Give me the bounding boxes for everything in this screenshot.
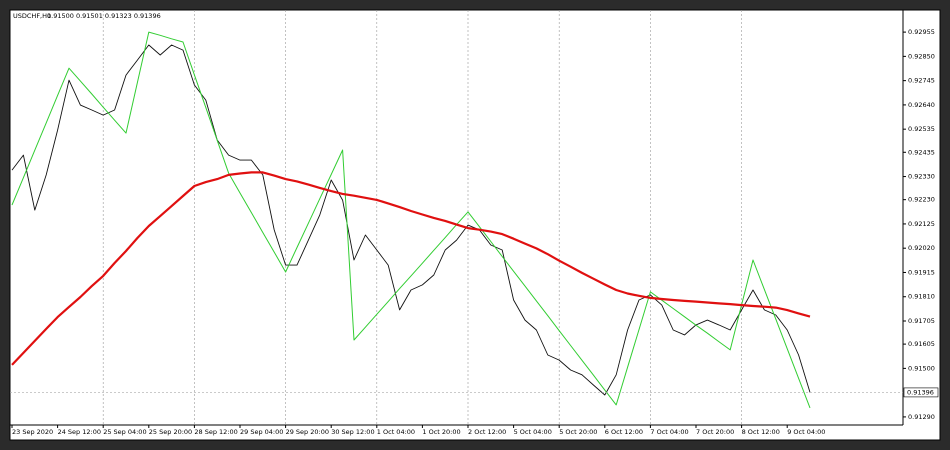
x-tick-label: 25 Sep 20:00 — [149, 428, 192, 436]
y-tick-label: 0.92640 — [908, 101, 935, 109]
x-tick-label: 8 Oct 12:00 — [742, 428, 780, 436]
chart-subtitle: 0.91500 0.91501 0.91323 0.91396 — [47, 12, 161, 20]
y-tick-label: 0.92435 — [908, 148, 935, 156]
x-tick-label: 1 Oct 20:00 — [422, 428, 460, 436]
y-tick-label: 0.91810 — [908, 293, 935, 301]
x-tick-label: 7 Oct 04:00 — [650, 428, 688, 436]
y-tick-label: 0.91705 — [908, 317, 935, 325]
series-line — [11, 171, 811, 366]
price-label: 0.91396 — [907, 388, 934, 396]
y-tick-label: 0.92230 — [908, 196, 935, 204]
y-tick-label: 0.91290 — [908, 413, 935, 421]
x-tick-label: 9 Oct 04:00 — [787, 428, 825, 436]
y-tick-label: 0.92955 — [908, 28, 935, 36]
chart-frame — [9, 9, 941, 441]
y-tick-label: 0.91500 — [908, 364, 935, 372]
y-tick-label: 0.92125 — [908, 220, 935, 228]
y-tick-label: 0.92745 — [908, 77, 935, 85]
y-tick-label: 0.91915 — [908, 268, 935, 276]
y-tick-label: 0.92020 — [908, 244, 935, 252]
x-tick-label: 29 Sep 20:00 — [286, 428, 329, 436]
y-tick-label: 0.92535 — [908, 125, 935, 133]
x-tick-label: 7 Oct 20:00 — [696, 428, 734, 436]
series-line — [11, 31, 811, 409]
x-tick-label: 2 Oct 12:00 — [468, 428, 506, 436]
x-tick-label: 6 Oct 12:00 — [605, 428, 643, 436]
y-tick-label: 0.92850 — [908, 52, 935, 60]
y-tick-label: 0.92330 — [908, 173, 935, 181]
x-tick-label: 29 Sep 04:00 — [240, 428, 283, 436]
chart-title: USDCHF,H1 — [13, 12, 51, 20]
x-tick-label: 1 Oct 04:00 — [377, 428, 415, 436]
x-tick-label: 30 Sep 12:00 — [331, 428, 374, 436]
x-tick-label: 5 Oct 20:00 — [559, 428, 597, 436]
x-tick-label: 24 Sep 12:00 — [58, 428, 101, 436]
x-tick-label: 25 Sep 04:00 — [103, 428, 146, 436]
x-tick-label: 28 Sep 12:00 — [194, 428, 237, 436]
price-box — [903, 387, 939, 398]
x-tick-label: 23 Sep 2020 — [12, 428, 53, 436]
x-tick-label: 5 Oct 04:00 — [514, 428, 552, 436]
y-tick-label: 0.91605 — [908, 340, 935, 348]
